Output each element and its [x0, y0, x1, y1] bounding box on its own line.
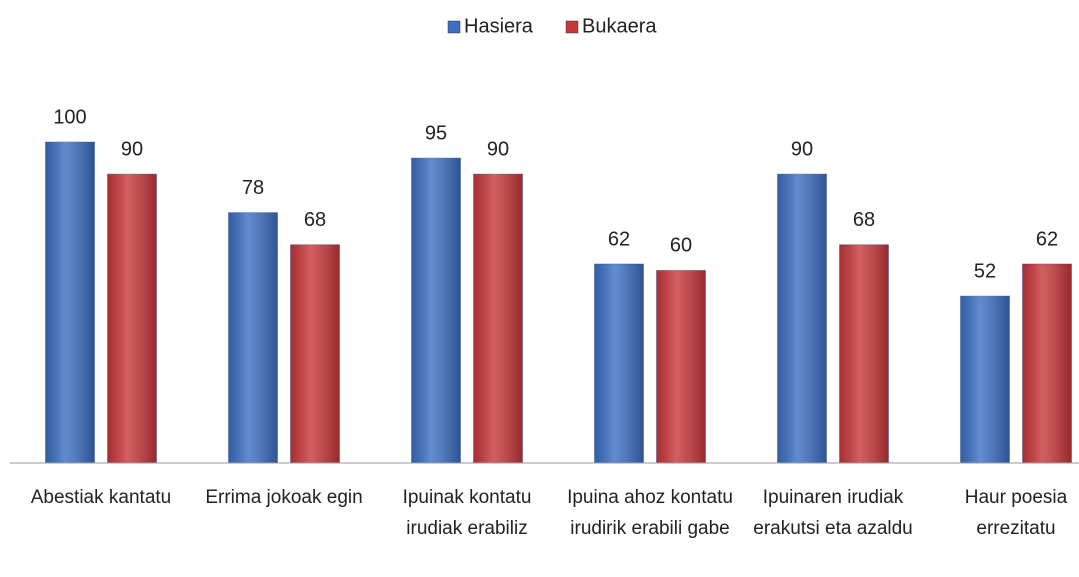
value-label: 62: [1036, 228, 1058, 250]
value-label: 68: [304, 209, 326, 231]
value-label: 68: [853, 209, 875, 231]
bar-shade: [777, 174, 827, 463]
value-label: 95: [425, 122, 447, 144]
value-label: 60: [670, 235, 692, 257]
legend-label: Bukaera: [582, 15, 657, 37]
value-label: 62: [608, 228, 630, 250]
legend-swatch: [447, 20, 461, 34]
bar-shade: [839, 244, 889, 463]
value-label: 52: [974, 260, 996, 282]
value-label: 100: [53, 106, 86, 128]
x-tick-label: Ipuinak kontatu irudiak erabiliz: [402, 487, 532, 539]
x-tick-label: Haur poesia errezitatu: [964, 487, 1068, 539]
x-tick-label: Errima jokoak egin: [205, 487, 363, 508]
bar-shade: [290, 244, 340, 463]
bar-shade: [45, 142, 95, 463]
legend-label: Hasiera: [464, 15, 534, 37]
bar-shade: [594, 263, 644, 463]
value-label: 78: [242, 177, 264, 199]
value-label: 90: [121, 138, 143, 160]
bar-shade: [473, 174, 523, 463]
bar-shade: [656, 270, 706, 463]
value-label: 90: [791, 138, 813, 160]
x-tick-label: Ipuina ahoz kontatu irudirik erabili gab…: [567, 487, 733, 539]
legend-swatch: [565, 20, 579, 34]
x-tick-label: Ipuinaren irudiak erakutsi eta azaldu: [753, 487, 913, 539]
x-tick-label: Abestiak kantatu: [30, 487, 172, 508]
bar-shade: [107, 174, 157, 463]
bar-shade: [960, 296, 1010, 463]
bar-shade: [411, 158, 461, 464]
bar-shade: [1022, 263, 1072, 463]
value-label: 90: [487, 138, 509, 160]
bar-shade: [228, 212, 278, 463]
